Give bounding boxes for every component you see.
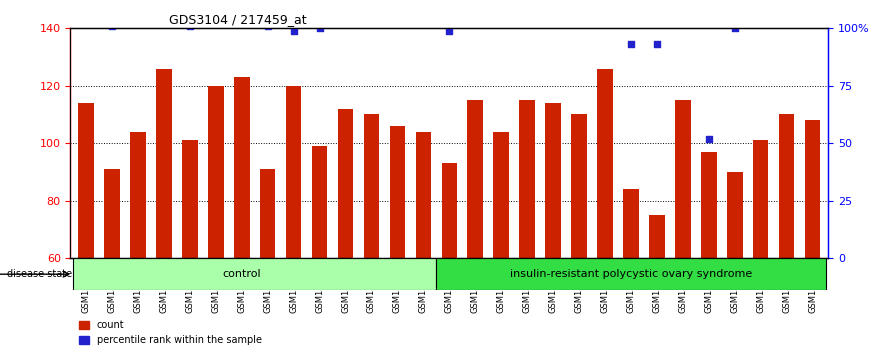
Bar xyxy=(493,132,509,258)
Point xyxy=(728,25,742,31)
Point xyxy=(286,28,300,33)
Point xyxy=(442,28,456,33)
FancyBboxPatch shape xyxy=(73,258,436,290)
Bar xyxy=(260,169,276,258)
Bar xyxy=(312,146,328,258)
Point xyxy=(182,23,196,29)
Bar xyxy=(104,169,120,258)
Bar xyxy=(364,114,379,258)
Point xyxy=(676,19,690,24)
Point xyxy=(261,23,275,29)
Bar xyxy=(545,103,561,258)
Bar xyxy=(182,140,197,258)
Bar xyxy=(285,86,301,258)
Point xyxy=(780,19,794,24)
Bar xyxy=(520,100,535,258)
Bar xyxy=(753,140,768,258)
FancyBboxPatch shape xyxy=(436,258,825,290)
Point xyxy=(468,16,482,22)
Point xyxy=(753,19,767,24)
Bar xyxy=(779,114,795,258)
Bar xyxy=(78,103,94,258)
Bar xyxy=(156,69,172,258)
Point xyxy=(702,136,716,142)
Point xyxy=(390,19,404,24)
Point xyxy=(209,14,223,20)
Bar xyxy=(416,132,431,258)
Bar xyxy=(597,69,613,258)
Bar xyxy=(234,77,249,258)
Point xyxy=(234,14,248,20)
Point xyxy=(365,19,379,24)
Point xyxy=(624,41,638,47)
Point xyxy=(805,19,819,24)
Point xyxy=(79,19,93,24)
Legend: count, percentile rank within the sample: count, percentile rank within the sample xyxy=(76,316,265,349)
Bar xyxy=(571,114,587,258)
Bar xyxy=(208,86,224,258)
Bar xyxy=(623,189,639,258)
Bar xyxy=(389,126,405,258)
Point xyxy=(520,16,534,22)
Bar xyxy=(337,109,353,258)
Bar xyxy=(701,152,716,258)
Text: disease state: disease state xyxy=(7,269,71,279)
Bar xyxy=(130,132,145,258)
Point xyxy=(494,16,508,22)
Bar xyxy=(727,172,743,258)
Bar xyxy=(441,163,457,258)
Point xyxy=(417,19,431,24)
Bar xyxy=(675,100,691,258)
Point xyxy=(572,16,586,22)
Point xyxy=(650,41,664,47)
Point xyxy=(157,10,171,15)
Point xyxy=(131,19,145,24)
Point xyxy=(105,23,119,29)
Point xyxy=(546,16,560,22)
Bar xyxy=(804,120,820,258)
Text: control: control xyxy=(222,269,261,279)
Text: GDS3104 / 217459_at: GDS3104 / 217459_at xyxy=(169,13,307,26)
Text: insulin-resistant polycystic ovary syndrome: insulin-resistant polycystic ovary syndr… xyxy=(510,269,752,279)
Bar xyxy=(649,215,664,258)
Point xyxy=(598,19,612,24)
Bar xyxy=(468,100,483,258)
Point xyxy=(313,25,327,31)
Point xyxy=(338,19,352,24)
